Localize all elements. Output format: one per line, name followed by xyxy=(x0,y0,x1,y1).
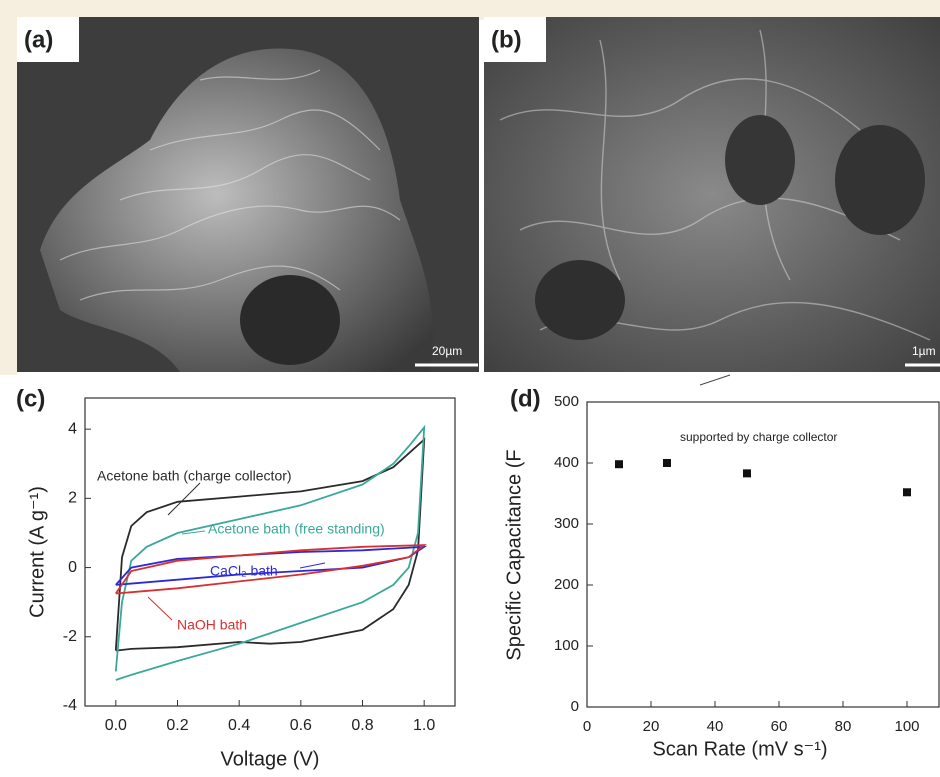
annotation-arrow xyxy=(299,562,326,569)
y-tick-label: 0 xyxy=(571,698,579,715)
y-axis-label: Specific Capacitance (F xyxy=(503,449,525,660)
curve-annotation: Acetone bath (charge collector) xyxy=(97,468,292,484)
annotation-arrow xyxy=(181,530,206,535)
x-tick-label: 1.0 xyxy=(413,717,435,734)
y-axis-label: Current (A g⁻¹) xyxy=(26,486,48,618)
x-tick-label: 0.8 xyxy=(351,717,373,734)
cv-curve xyxy=(114,424,426,681)
side-strip xyxy=(0,0,17,375)
sem-pore xyxy=(240,275,340,365)
sem-wrinkles-a xyxy=(59,69,401,301)
plot-frame xyxy=(586,401,940,708)
annotation-arrow xyxy=(167,482,201,516)
panel-label: (a) xyxy=(24,26,53,53)
curve-annotation: CaCl₂ bath xyxy=(210,563,278,579)
x-axis-label: Scan Rate (mV s⁻¹) xyxy=(652,738,827,760)
sem-pore xyxy=(535,260,625,340)
x-tick-label: 0.6 xyxy=(290,717,312,734)
x-tick-label: 0 xyxy=(583,718,591,735)
plot-frame xyxy=(84,397,456,707)
x-tick-label: 80 xyxy=(835,718,852,735)
top-strip xyxy=(0,0,940,20)
chart-annotation: supported by charge collector xyxy=(680,430,837,444)
cv-curve xyxy=(115,544,427,595)
y-tick-label: 500 xyxy=(554,393,579,410)
x-tick-label: 0.2 xyxy=(166,717,188,734)
y-tick-label: 0 xyxy=(68,559,77,576)
y-tick-label: 100 xyxy=(554,637,579,654)
y-tick-label: 2 xyxy=(68,490,77,507)
data-point xyxy=(663,459,671,467)
y-tick-label: -4 xyxy=(63,697,77,714)
panel-label: (b) xyxy=(491,26,522,53)
data-point xyxy=(615,460,623,469)
scale-bar-label: 1µm xyxy=(912,344,936,358)
x-tick-label: 20 xyxy=(643,718,660,735)
sem-pore xyxy=(835,125,925,235)
annotation-arrow xyxy=(147,596,173,621)
x-tick-label: 100 xyxy=(894,718,919,735)
panel-label-box xyxy=(484,17,546,62)
panel-label: (d) xyxy=(510,385,541,412)
x-tick-label: 60 xyxy=(771,718,788,735)
cv-curve xyxy=(115,545,428,586)
y-tick-label: 4 xyxy=(68,420,77,437)
x-tick-label: 40 xyxy=(707,718,724,735)
panel-label: (c) xyxy=(16,385,45,412)
stray-mark xyxy=(699,374,731,386)
data-point xyxy=(743,469,751,478)
sem-pore xyxy=(725,115,795,205)
y-tick-label: -2 xyxy=(63,628,77,645)
scale-bar-label: 20µm xyxy=(432,344,462,358)
curve-annotation: Acetone bath (free standing) xyxy=(208,521,385,537)
data-point xyxy=(903,488,911,497)
x-tick-label: 0.4 xyxy=(228,717,250,734)
curve-annotation: NaOH bath xyxy=(177,617,247,633)
y-tick-label: 400 xyxy=(554,454,579,471)
y-tick-label: 200 xyxy=(554,576,579,593)
y-tick-label: 300 xyxy=(554,515,579,532)
x-tick-label: 0.0 xyxy=(105,717,127,734)
x-axis-label: Voltage (V) xyxy=(221,748,320,770)
panel-label-box xyxy=(17,17,79,62)
